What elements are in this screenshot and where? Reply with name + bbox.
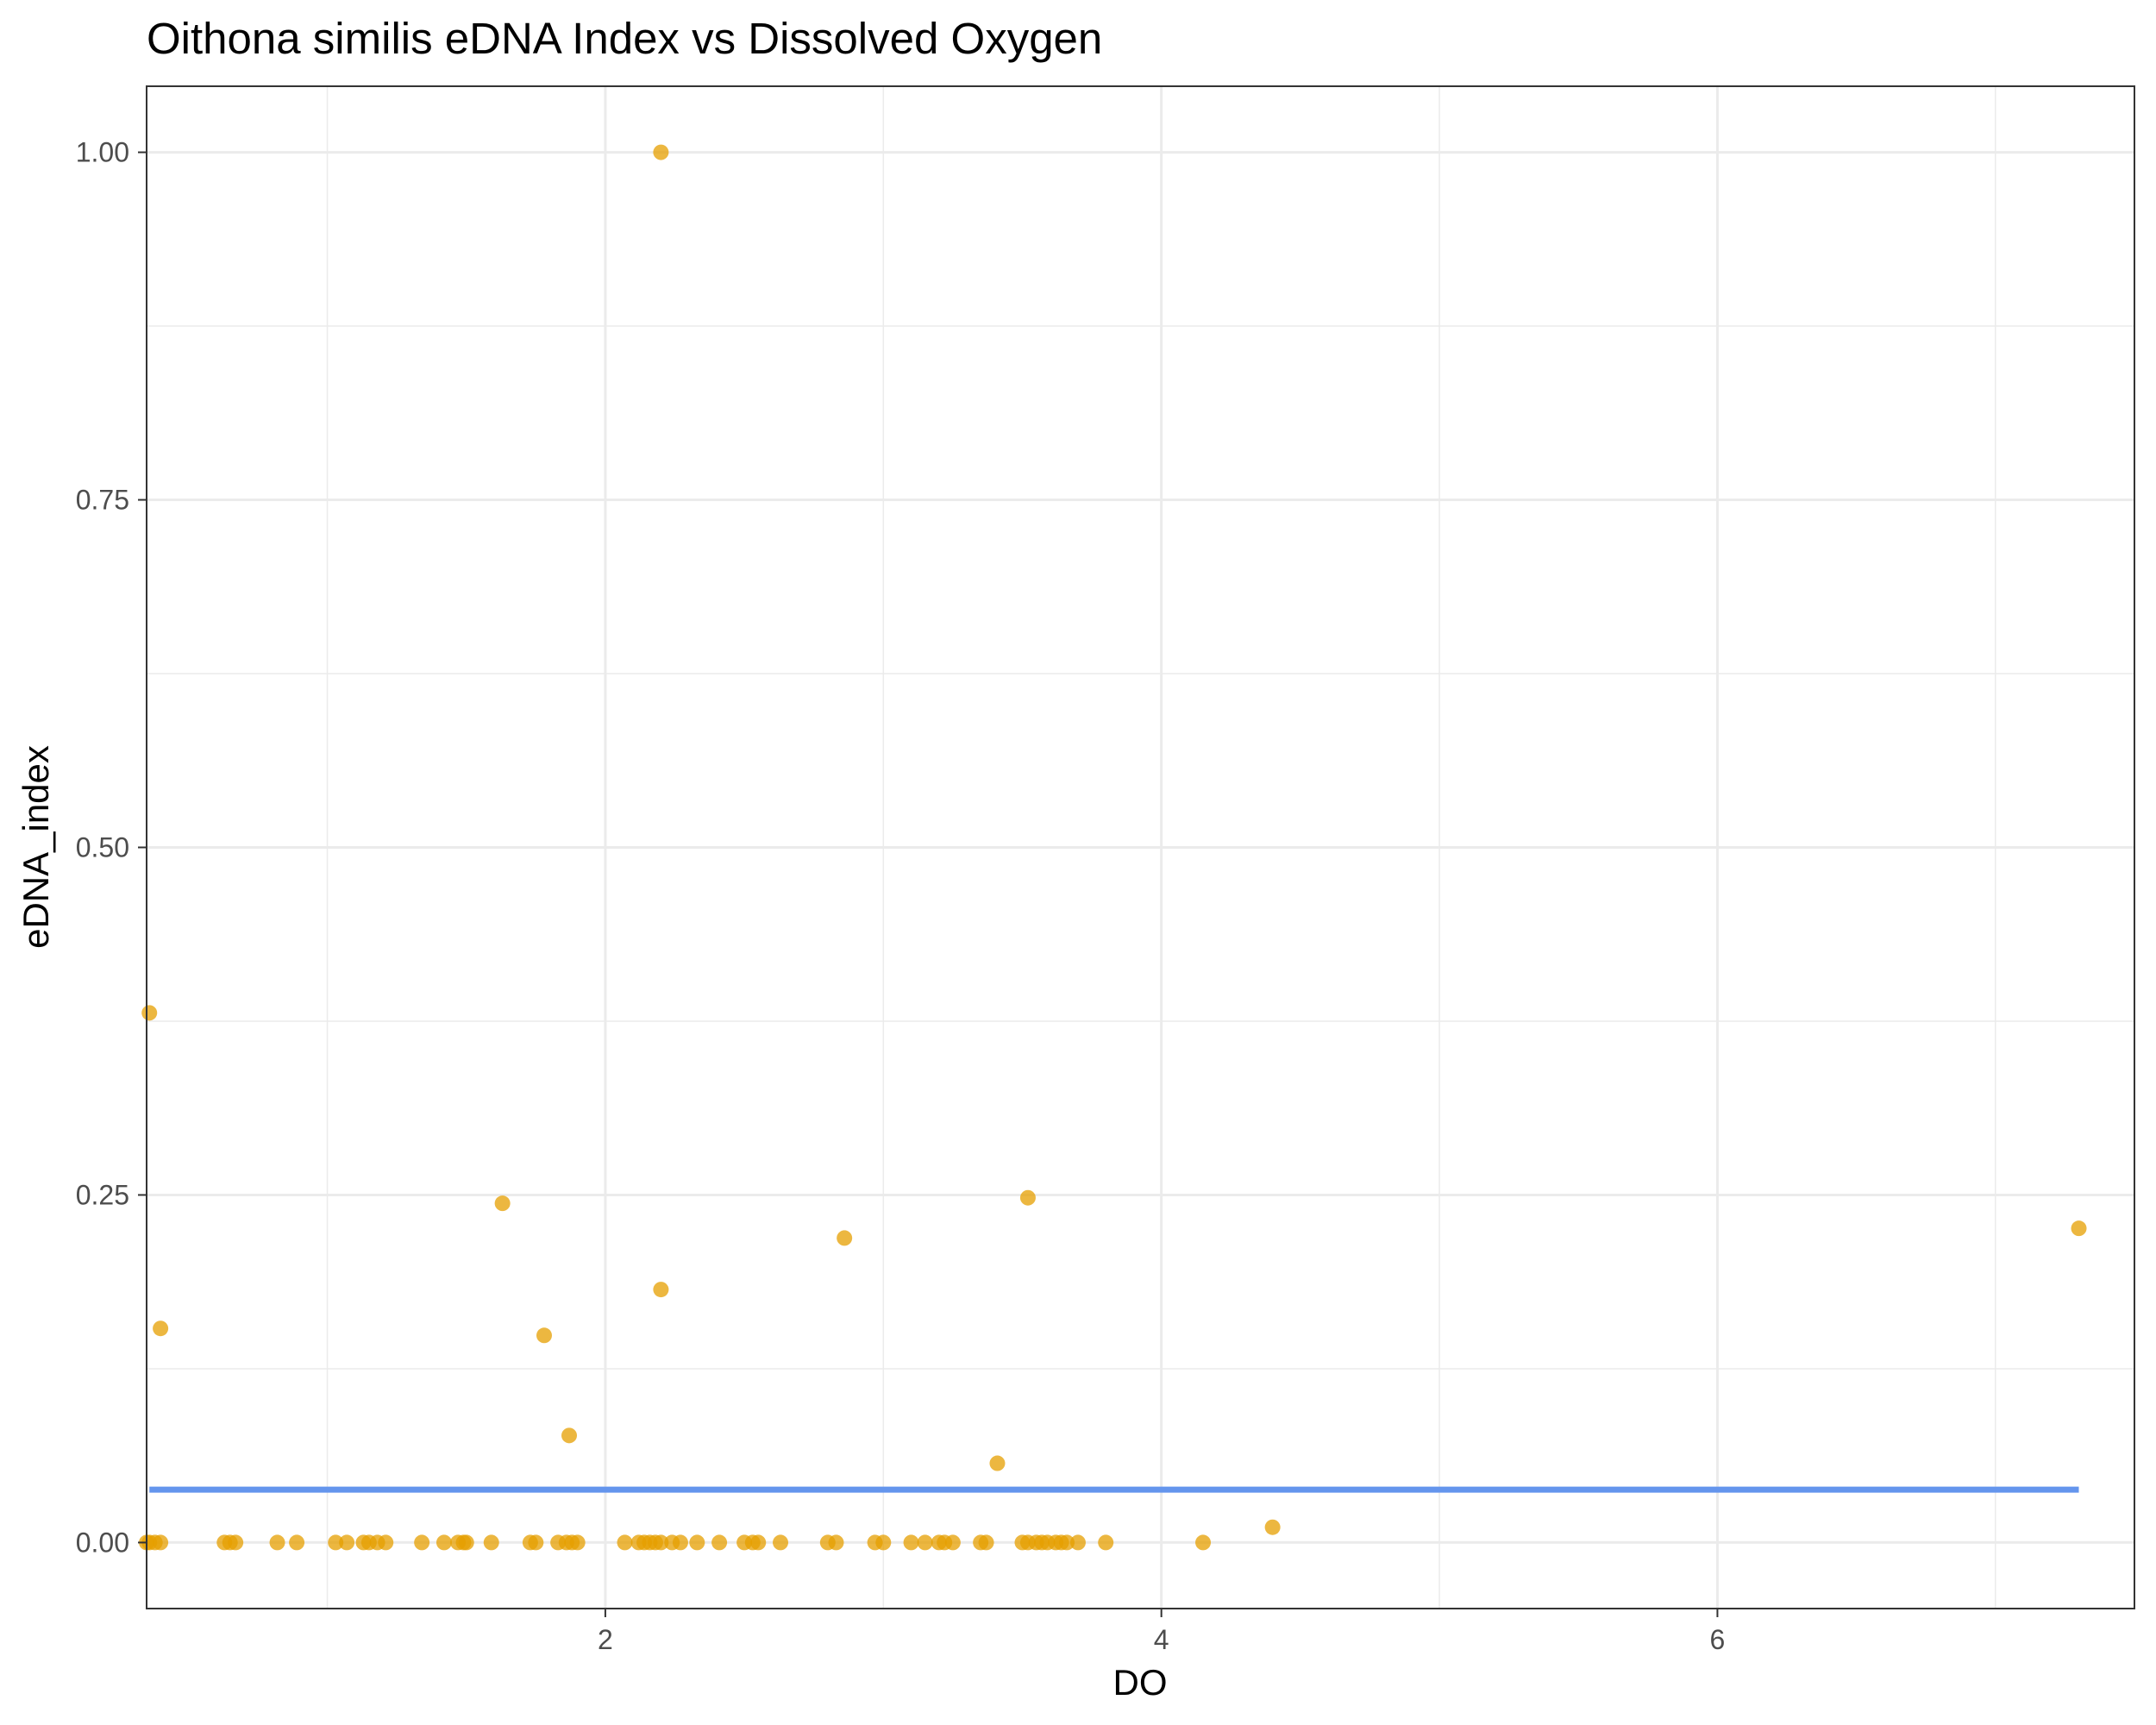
data-point	[141, 1005, 158, 1021]
data-point	[917, 1534, 933, 1551]
data-point	[653, 1534, 669, 1551]
data-point	[536, 1327, 552, 1344]
data-point	[153, 1534, 169, 1551]
data-point	[378, 1534, 394, 1551]
data-point	[773, 1534, 789, 1551]
y-axis-title: eDNA_index	[16, 745, 56, 949]
data-point	[269, 1534, 285, 1551]
data-point	[653, 1282, 669, 1298]
data-point	[1098, 1534, 1114, 1551]
x-tick-label: 4	[1154, 1624, 1169, 1655]
data-point	[978, 1534, 994, 1551]
axis-ticks	[138, 151, 1719, 1617]
data-point	[903, 1534, 919, 1551]
y-tick-label: 0.00	[76, 1527, 129, 1558]
x-axis-tick-labels: 2 4 6	[598, 1624, 1725, 1655]
x-axis-title: DO	[1113, 1662, 1168, 1703]
data-point	[711, 1534, 728, 1551]
data-point	[837, 1230, 853, 1246]
data-point	[483, 1534, 499, 1551]
data-point	[561, 1427, 578, 1444]
data-point	[1195, 1534, 1212, 1551]
data-point	[653, 144, 669, 160]
chart-title: Oithona similis eDNA Index vs Dissolved …	[147, 14, 1102, 63]
data-point	[528, 1534, 544, 1551]
data-points	[139, 144, 2087, 1551]
data-point	[153, 1320, 169, 1337]
data-point	[414, 1534, 430, 1551]
data-point	[944, 1534, 961, 1551]
y-tick-label: 0.25	[76, 1179, 129, 1210]
x-tick-label: 6	[1710, 1624, 1726, 1655]
data-point	[1019, 1189, 1036, 1206]
data-point	[1264, 1519, 1281, 1535]
data-point	[875, 1534, 892, 1551]
data-point	[989, 1455, 1006, 1471]
data-point	[828, 1534, 844, 1551]
data-point	[1059, 1534, 1075, 1551]
data-point	[458, 1534, 474, 1551]
y-tick-label: 0.50	[76, 832, 129, 863]
data-point	[328, 1534, 344, 1551]
data-point	[750, 1534, 767, 1551]
data-point	[1069, 1534, 1086, 1551]
x-tick-label: 2	[598, 1624, 613, 1655]
data-point	[339, 1534, 355, 1551]
data-point	[617, 1534, 633, 1551]
y-axis-tick-labels: 0.00 0.25 0.50 0.75 1.00	[76, 137, 129, 1559]
data-point	[494, 1195, 511, 1212]
data-point	[436, 1534, 452, 1551]
data-point	[569, 1534, 586, 1551]
y-tick-label: 1.00	[76, 137, 129, 168]
data-point	[2071, 1220, 2087, 1237]
data-point	[289, 1534, 305, 1551]
data-point	[689, 1534, 705, 1551]
y-tick-label: 0.75	[76, 485, 129, 516]
data-point	[228, 1534, 244, 1551]
major-gridlines	[147, 86, 2134, 1609]
data-point	[672, 1534, 688, 1551]
